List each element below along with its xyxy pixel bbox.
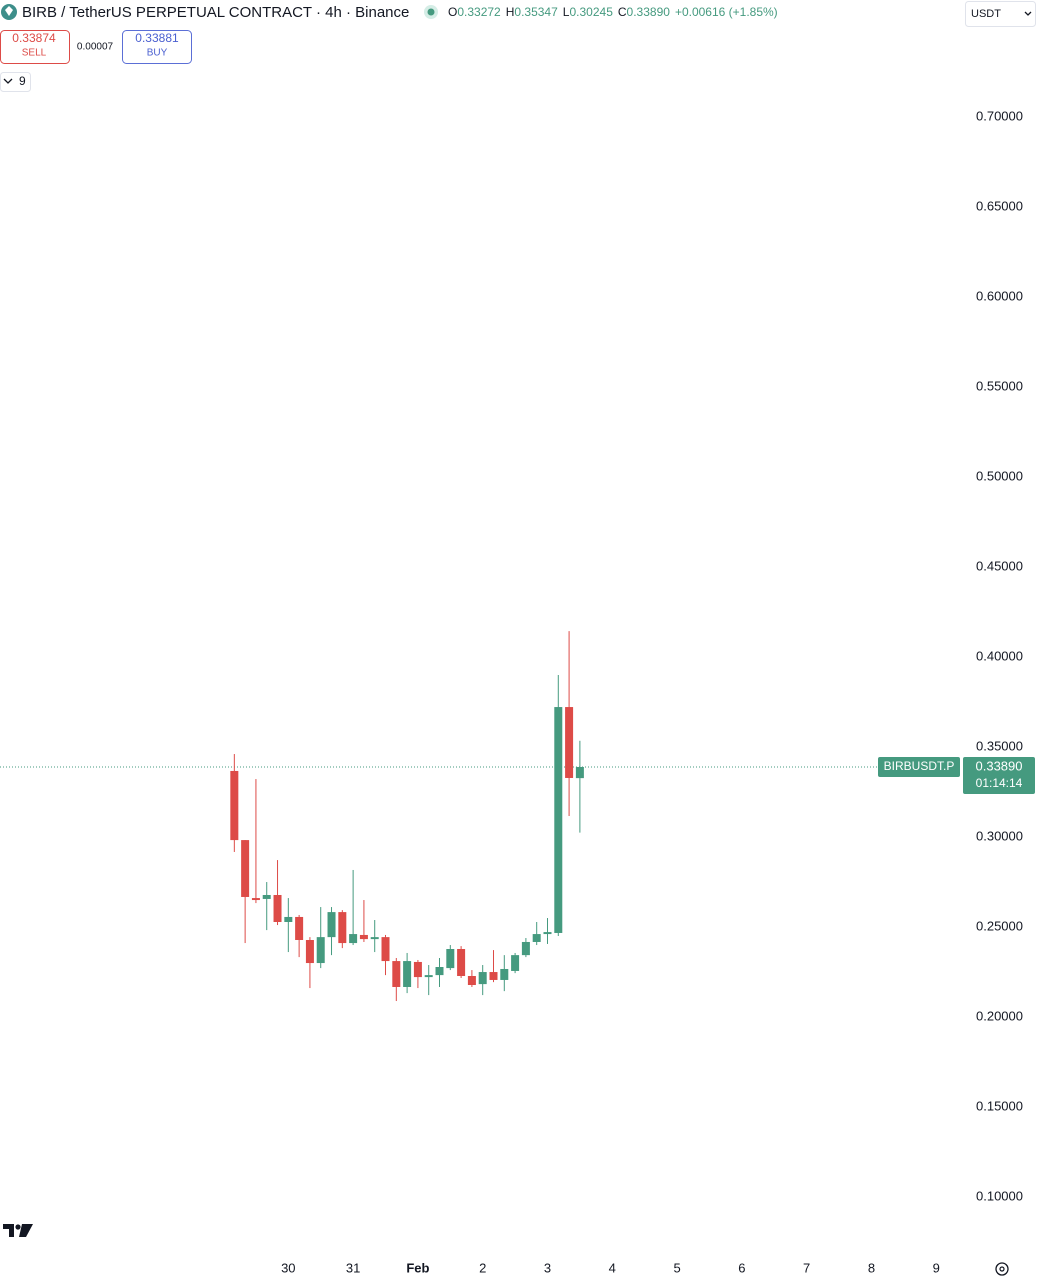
candle-body	[565, 707, 574, 778]
x-tick-label: 3	[544, 1260, 551, 1275]
y-tick-label: 0.50000	[976, 468, 1023, 483]
candle-body	[532, 934, 541, 942]
y-tick-label: 0.70000	[976, 108, 1023, 123]
x-tick-label: 31	[346, 1260, 360, 1275]
x-tick-label: 2	[479, 1260, 486, 1275]
x-tick-label: 4	[609, 1260, 616, 1275]
candle-body	[543, 932, 552, 935]
ohlc-label: L	[563, 5, 570, 19]
candle-body	[327, 912, 336, 938]
y-tick-label: 0.30000	[976, 828, 1023, 843]
ohlc-change: +0.00616 (+1.85%)	[675, 5, 778, 19]
candle-body	[370, 937, 379, 940]
chevron	[3, 78, 13, 84]
symbol-tag-text: BIRBUSDT.P	[884, 759, 955, 773]
candle-body	[273, 894, 282, 922]
candle-body	[511, 955, 520, 971]
symbol-icon-mark	[5, 6, 13, 16]
candle-body	[316, 937, 325, 964]
x-tick-label: 6	[738, 1260, 745, 1275]
candle-body	[349, 934, 358, 944]
y-tick-label: 0.25000	[976, 918, 1023, 933]
price-tag	[963, 756, 1035, 794]
candle-body	[575, 766, 584, 779]
candle-body	[338, 912, 347, 944]
ohlc-value: 0.30245	[569, 5, 613, 19]
sell-button[interactable]	[0, 30, 70, 64]
logo-part	[15, 1224, 21, 1230]
y-tick-label: 0.10000	[976, 1189, 1023, 1204]
candle-body	[467, 976, 476, 986]
x-tick-label: 30	[281, 1260, 295, 1275]
spread: 0.00007	[77, 42, 114, 53]
settings-icon-core	[999, 1266, 1005, 1272]
x-tick-label: 7	[803, 1260, 810, 1275]
status-dot	[427, 8, 435, 16]
candle-body	[392, 961, 401, 987]
logo-part	[19, 1224, 33, 1237]
y-tick-label: 0.60000	[976, 288, 1023, 303]
y-tick-label: 0.65000	[976, 198, 1023, 213]
candle-body	[457, 949, 466, 977]
candle-body	[489, 972, 498, 980]
x-tick-label: 9	[933, 1260, 940, 1275]
y-tick-label: 0.45000	[976, 558, 1023, 573]
currency: USDT	[971, 8, 1001, 20]
x-tick-label: 5	[673, 1260, 680, 1275]
x-tick-label: Feb	[406, 1260, 429, 1275]
candle-body	[446, 949, 455, 969]
candle-body	[359, 934, 368, 940]
ohlc-value: 0.35347	[514, 5, 558, 19]
logo-part	[3, 1224, 14, 1237]
chart-title: BIRB / TetherUS PERPETUAL CONTRACT · 4h …	[22, 4, 409, 21]
y-tick-label: 0.55000	[976, 378, 1023, 393]
chevron	[1024, 11, 1032, 16]
tv-logo	[3, 1224, 33, 1237]
candle-body	[554, 707, 563, 933]
settings-icon[interactable]	[995, 1262, 1009, 1276]
countdown: 01:14:14	[976, 776, 1023, 790]
y-tick-label: 0.20000	[976, 1008, 1023, 1023]
sell-label: SELL	[22, 48, 47, 59]
currency-select[interactable]	[965, 1, 1036, 27]
candle-body	[478, 972, 487, 985]
y-tick-label: 0.40000	[976, 648, 1023, 663]
candle-body	[435, 967, 444, 976]
ohlc-legend: O 0.33272 H 0.35347 L 0.30245 C 0.33890 +0.00616…	[448, 5, 778, 19]
candle-body	[295, 916, 304, 940]
candle-body	[305, 939, 314, 964]
buy-price: 0.33881	[135, 31, 179, 45]
ohlc-label: H	[506, 5, 515, 19]
candle-body	[424, 975, 433, 978]
ohlc-value: 0.33272	[457, 5, 501, 19]
candle-body	[403, 961, 412, 987]
sell-price: 0.33874	[12, 31, 56, 45]
y-tick-label: 0.15000	[976, 1098, 1023, 1113]
candle-body	[381, 937, 390, 962]
candle-body	[230, 770, 239, 841]
ohlc-label: C	[618, 5, 627, 19]
buy-button[interactable]	[122, 30, 192, 64]
indicator-count: 9	[19, 74, 26, 88]
symbol-tag	[878, 756, 960, 777]
indicator-toggle[interactable]	[0, 72, 31, 92]
candle-body	[500, 968, 509, 980]
candle-body	[521, 941, 530, 956]
x-tick-label: 8	[868, 1260, 875, 1275]
candle-body	[251, 898, 260, 901]
price-tag-text: 0.33890	[976, 758, 1023, 773]
candle-body	[413, 961, 422, 978]
candle-body	[241, 840, 250, 897]
ohlc-label: O	[448, 5, 457, 19]
buy-label: BUY	[147, 48, 168, 59]
candle-body	[284, 916, 293, 922]
candle-body	[262, 894, 271, 899]
ohlc-value: 0.33890	[627, 5, 671, 19]
y-tick-label: 0.35000	[976, 738, 1023, 753]
